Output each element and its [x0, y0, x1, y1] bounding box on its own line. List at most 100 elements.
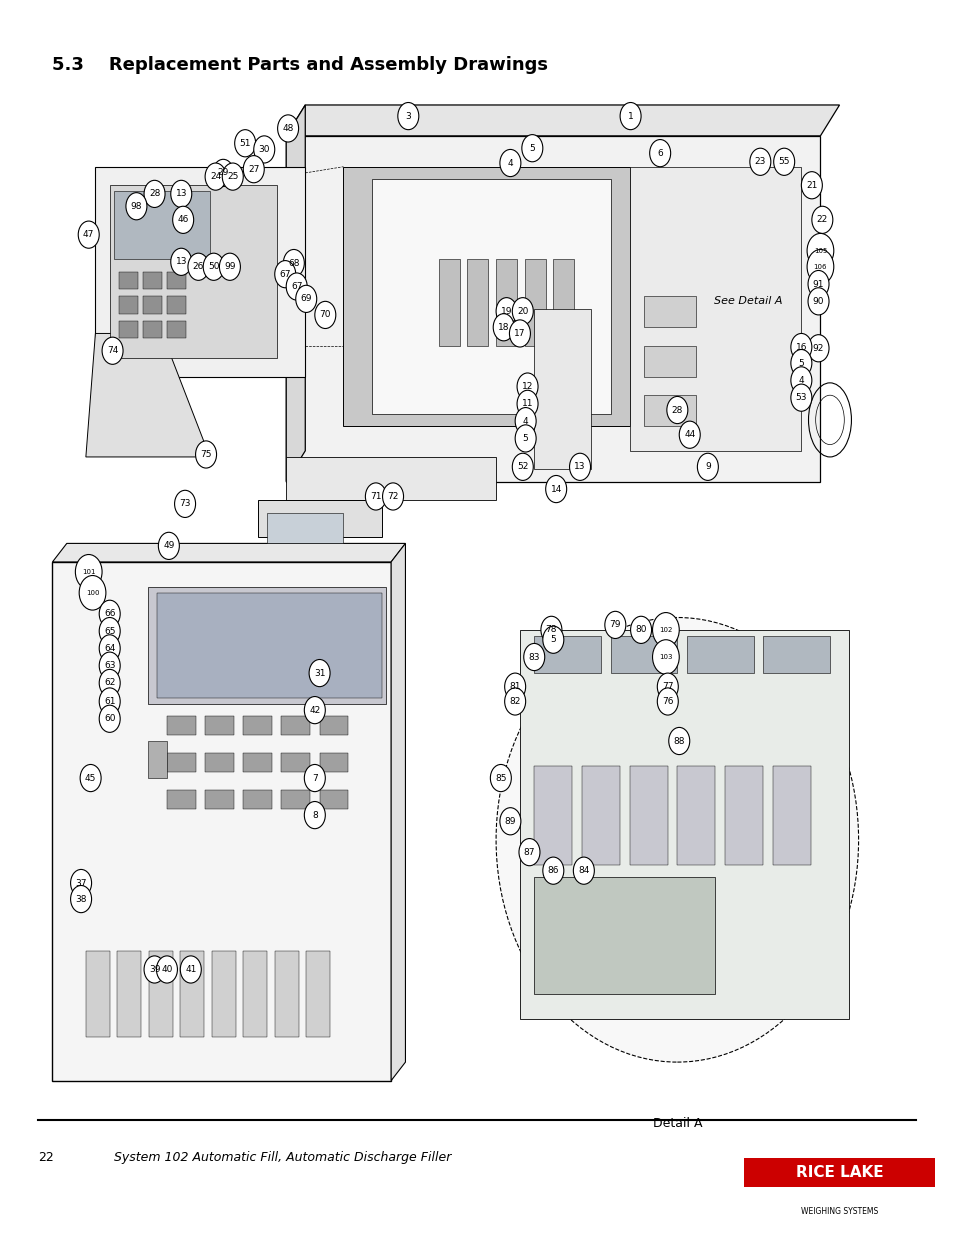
Circle shape [806, 249, 833, 284]
Text: 13: 13 [175, 257, 187, 267]
Text: 24: 24 [210, 172, 221, 182]
Polygon shape [724, 766, 762, 864]
Text: 27: 27 [248, 164, 259, 174]
Ellipse shape [496, 618, 858, 1062]
Polygon shape [524, 259, 545, 346]
Polygon shape [281, 753, 310, 772]
Polygon shape [372, 179, 610, 414]
Text: 28: 28 [671, 405, 682, 415]
Circle shape [99, 705, 120, 732]
Text: 89: 89 [504, 816, 516, 826]
Polygon shape [772, 766, 810, 864]
Circle shape [512, 298, 533, 325]
Text: 83: 83 [528, 652, 539, 662]
Circle shape [304, 697, 325, 724]
Text: WEIGHING SYSTEMS: WEIGHING SYSTEMS [801, 1208, 877, 1216]
Circle shape [790, 350, 811, 377]
Text: Detail A: Detail A [652, 1118, 701, 1130]
Text: RICE LAKE: RICE LAKE [795, 1165, 882, 1179]
Polygon shape [205, 753, 233, 772]
Polygon shape [762, 636, 829, 673]
Polygon shape [496, 259, 517, 346]
Text: 106: 106 [813, 264, 826, 269]
Circle shape [205, 163, 226, 190]
Circle shape [71, 885, 91, 913]
Polygon shape [143, 296, 162, 314]
Circle shape [222, 163, 243, 190]
Polygon shape [438, 259, 459, 346]
Text: 19: 19 [500, 306, 512, 316]
Text: 51: 51 [239, 138, 251, 148]
Text: See Detail A: See Detail A [713, 296, 781, 306]
Text: 37: 37 [75, 878, 87, 888]
Circle shape [102, 337, 123, 364]
Polygon shape [243, 951, 267, 1037]
Text: 73: 73 [179, 499, 191, 509]
Circle shape [80, 764, 101, 792]
Text: 79: 79 [609, 620, 620, 630]
Text: 86: 86 [547, 866, 558, 876]
Polygon shape [643, 346, 696, 377]
Circle shape [807, 335, 828, 362]
Text: 23: 23 [754, 157, 765, 167]
Circle shape [573, 857, 594, 884]
Polygon shape [343, 167, 629, 426]
Polygon shape [534, 309, 591, 469]
Text: 29: 29 [217, 168, 229, 178]
Circle shape [790, 384, 811, 411]
Text: 26: 26 [193, 262, 204, 272]
Polygon shape [212, 951, 235, 1037]
Polygon shape [286, 136, 820, 482]
Polygon shape [117, 951, 141, 1037]
Text: 76: 76 [661, 697, 673, 706]
Text: 50: 50 [208, 262, 219, 272]
Polygon shape [143, 321, 162, 338]
Polygon shape [534, 636, 600, 673]
Polygon shape [167, 753, 195, 772]
Polygon shape [534, 766, 572, 864]
Polygon shape [281, 790, 310, 809]
Circle shape [213, 159, 233, 186]
Text: 18: 18 [497, 322, 509, 332]
Circle shape [697, 453, 718, 480]
Circle shape [512, 453, 533, 480]
Text: 70: 70 [319, 310, 331, 320]
Circle shape [309, 659, 330, 687]
Text: 28: 28 [149, 189, 160, 199]
Polygon shape [286, 105, 839, 136]
Circle shape [496, 298, 517, 325]
Text: 55: 55 [778, 157, 789, 167]
Text: 100: 100 [86, 590, 99, 595]
Text: 62: 62 [104, 678, 115, 688]
Polygon shape [286, 457, 496, 500]
Circle shape [274, 261, 295, 288]
Text: 102: 102 [659, 627, 672, 632]
Circle shape [569, 453, 590, 480]
Circle shape [99, 688, 120, 715]
Text: 21: 21 [805, 180, 817, 190]
Text: 64: 64 [104, 643, 115, 653]
Text: 11: 11 [521, 399, 533, 409]
Polygon shape [52, 562, 391, 1081]
Circle shape [234, 130, 255, 157]
Polygon shape [114, 191, 210, 259]
Polygon shape [629, 167, 801, 451]
Polygon shape [281, 716, 310, 735]
Circle shape [806, 233, 833, 268]
Polygon shape [610, 636, 677, 673]
Circle shape [382, 483, 403, 510]
Text: 84: 84 [578, 866, 589, 876]
Circle shape [657, 688, 678, 715]
Polygon shape [319, 753, 348, 772]
Circle shape [171, 248, 192, 275]
Circle shape [518, 839, 539, 866]
Text: 81: 81 [509, 682, 520, 692]
Polygon shape [52, 543, 405, 562]
Circle shape [515, 408, 536, 435]
Polygon shape [267, 513, 343, 543]
Circle shape [493, 314, 514, 341]
Circle shape [545, 475, 566, 503]
Polygon shape [119, 296, 138, 314]
Circle shape [286, 273, 307, 300]
Polygon shape [167, 790, 195, 809]
